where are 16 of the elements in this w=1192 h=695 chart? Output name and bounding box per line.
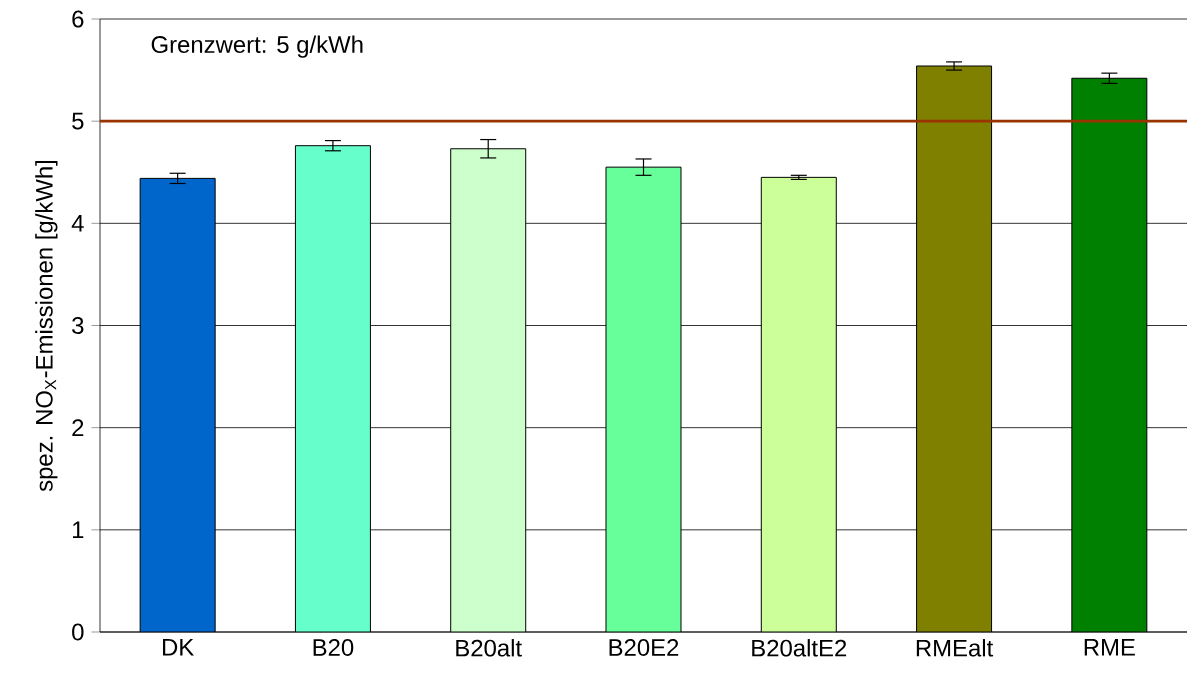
x-tick-label: B20altE2 — [752, 639, 847, 657]
x-tick-label: B20E2 — [609, 639, 679, 656]
y-axis-title: spez. NO$_{X}$-Emissionen [g/kWh] — [35, 160, 58, 492]
x-tick-label: B20 — [313, 639, 354, 656]
y-tick-label: 1 — [72, 521, 84, 539]
y-tick-label: 4 — [71, 215, 84, 232]
y-tick-label: 5 — [72, 112, 84, 130]
x-tick-label: RME — [1084, 639, 1135, 656]
y-tick-label: 0 — [72, 623, 84, 641]
y-tick-label: 6 — [72, 10, 84, 28]
x-tick-label: DK — [163, 639, 194, 656]
y-tick-label: 3 — [72, 317, 84, 334]
ref-line-label: Grenzwert: 5 g/kWh — [151, 35, 363, 58]
y-tick-label: 2 — [72, 419, 84, 437]
x-tick-label: RMEalt — [916, 639, 994, 657]
x-tick-label: B20alt — [456, 639, 522, 657]
